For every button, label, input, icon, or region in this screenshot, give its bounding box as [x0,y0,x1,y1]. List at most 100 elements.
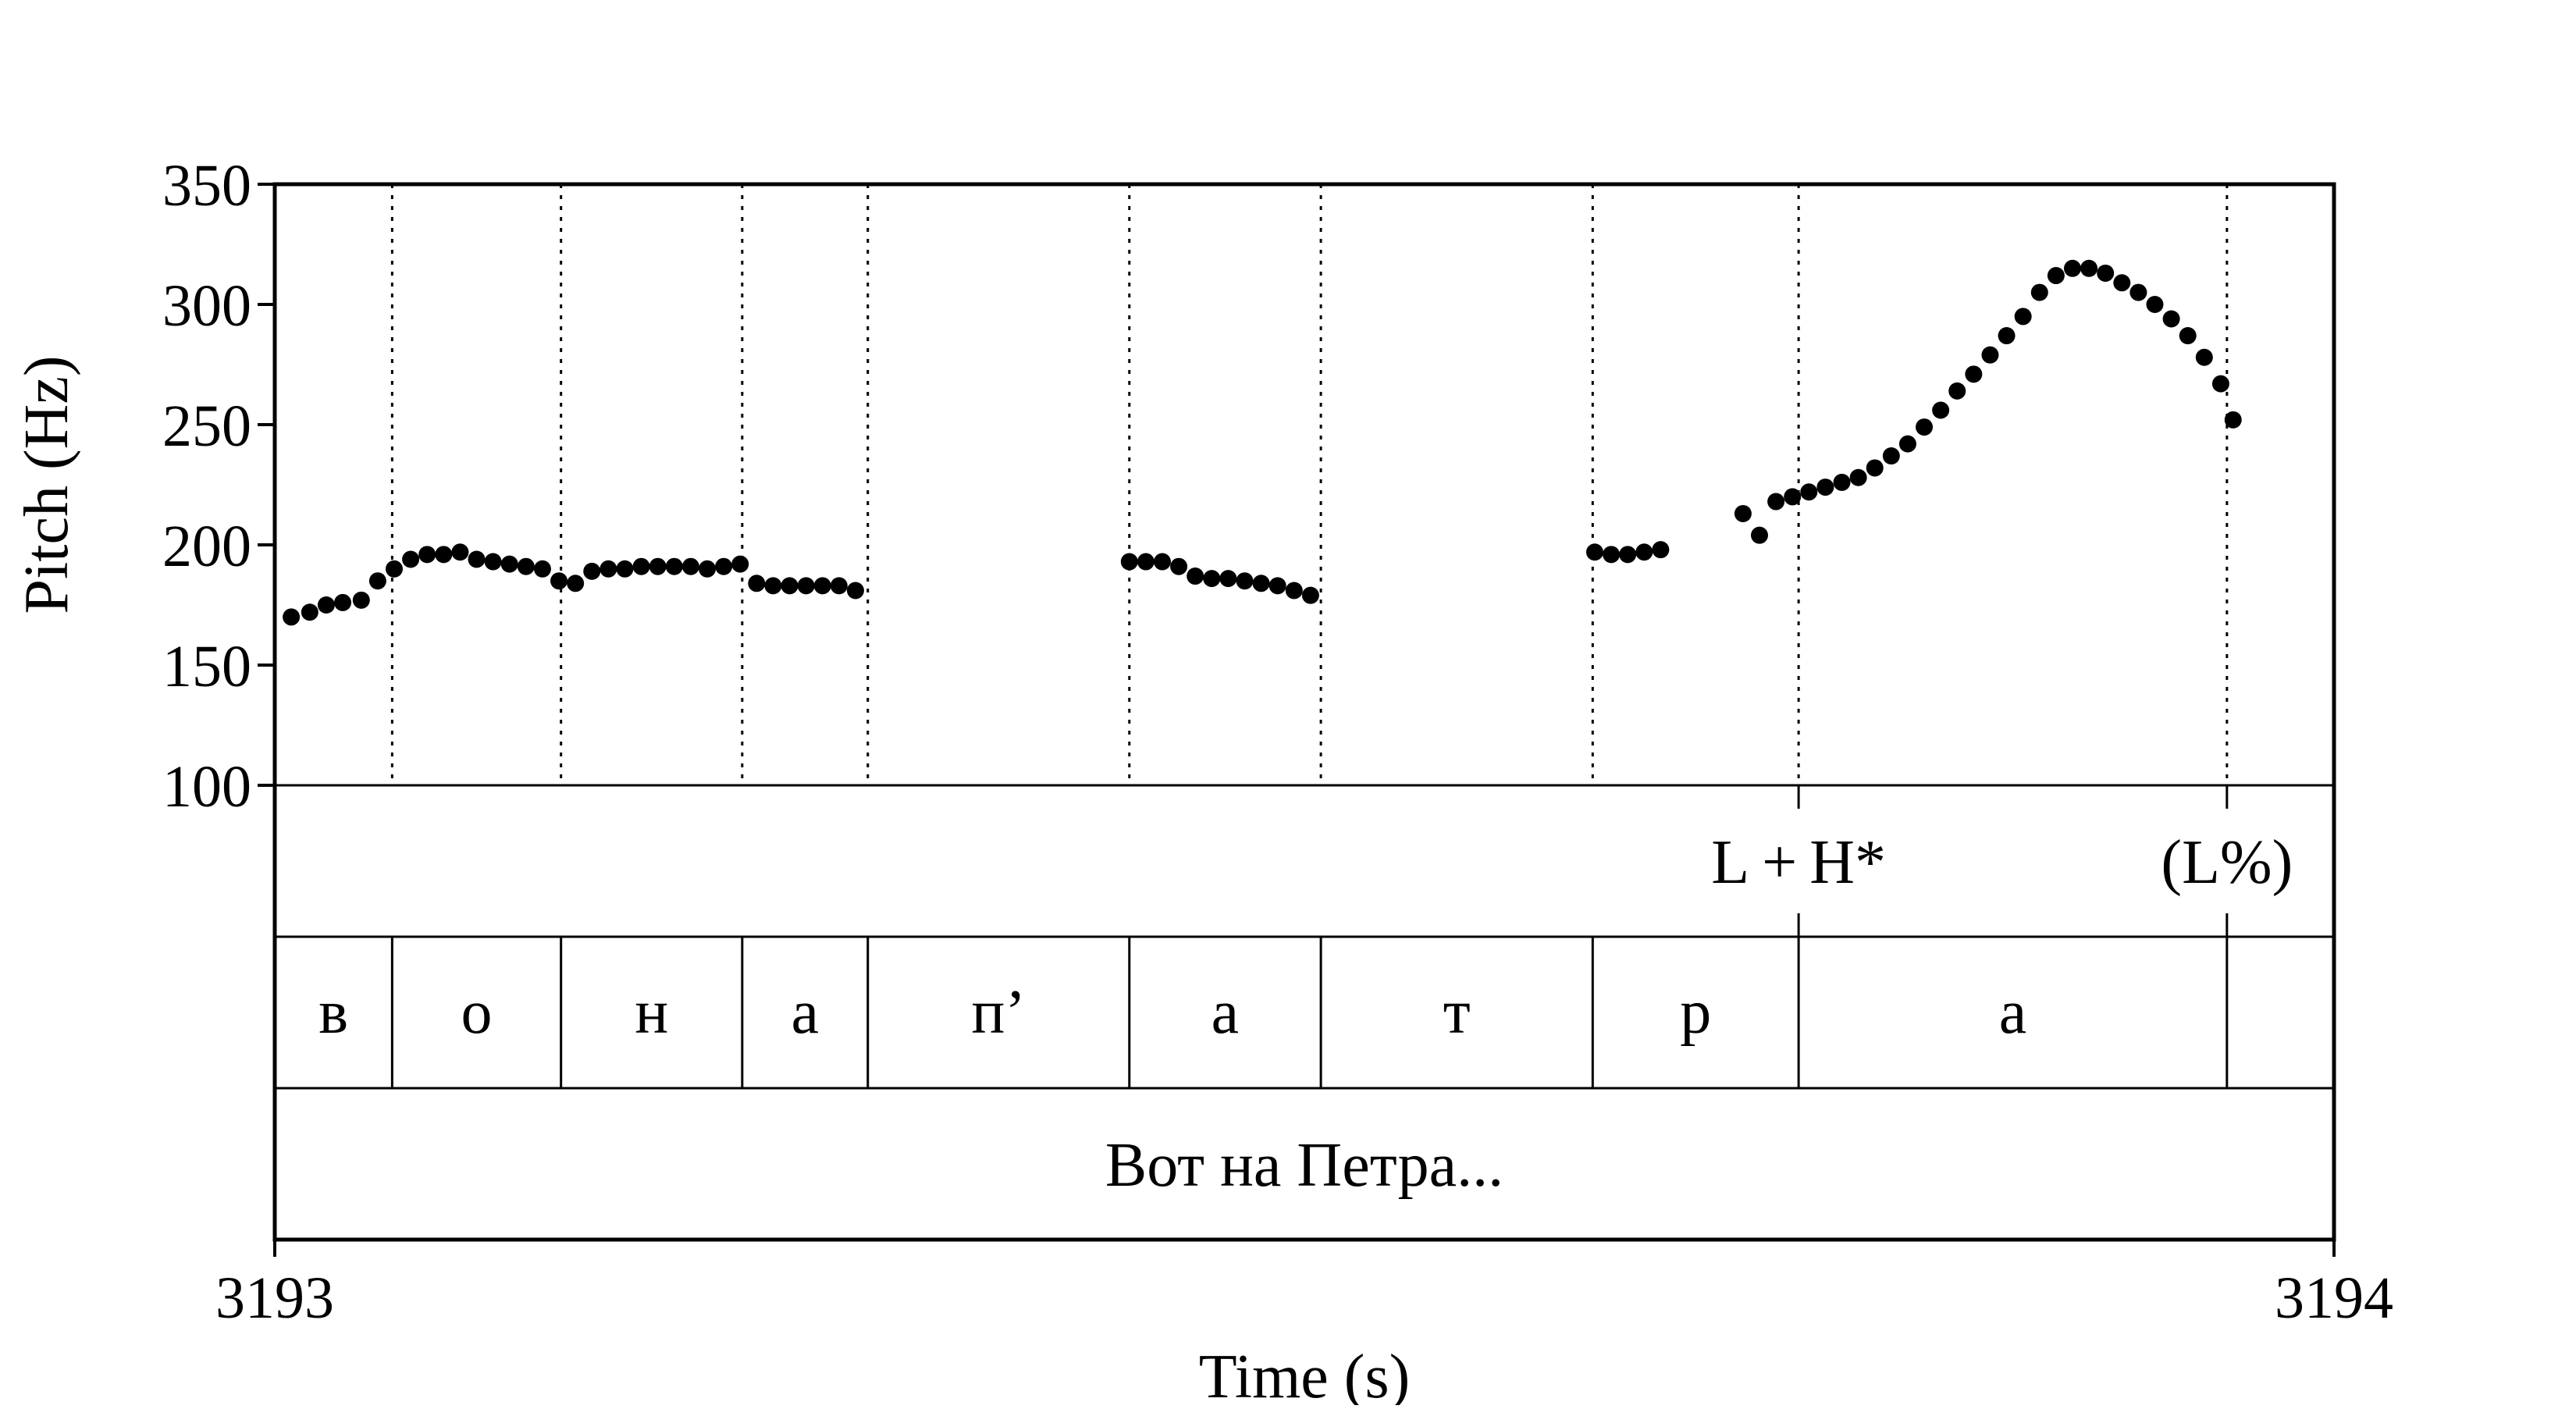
pitch-point [2014,308,2032,326]
pitch-point [748,575,766,592]
segment-label: п’ [972,978,1026,1047]
pitch-point [283,608,301,626]
y-axis-title: Pitch (Hz) [12,355,81,614]
word-label: Вот на Петра... [1105,1131,1503,1200]
pitch-point [764,577,782,595]
pitch-point [649,557,667,575]
pitch-point [435,546,453,564]
pitch-point [1603,546,1621,564]
segment-label: а [1212,978,1240,1047]
pitch-point [317,596,335,614]
pitch-point [468,550,486,568]
pitch-point [517,557,535,575]
pitch-point [2063,259,2081,277]
pitch-point [301,603,318,621]
segment-label: о [461,978,493,1047]
segment-label: т [1443,978,1471,1047]
pitch-point [567,575,585,592]
pitch-point [1981,346,1999,364]
segment-label: а [792,978,820,1047]
pitch-point [533,560,551,578]
pitch-point [1236,572,1254,590]
pitch-point [1833,473,1851,491]
pitch-point [583,562,601,580]
pitch-point [1652,541,1670,559]
y-tick-label: 300 [162,273,251,339]
axes: 100 150 200 250 300 350 3193 3194 Time (s) Pitch … [12,153,2393,1409]
pitch-point [1998,327,2016,345]
pitch-point [665,557,683,575]
tone-label: (L%) [2161,828,2293,897]
pitch-point [698,560,716,578]
x-tick-label: 3194 [2275,1265,2393,1331]
pitch-point [1203,570,1221,588]
pitch-point [334,593,352,611]
pitch-point [715,557,733,575]
pitch-point [2129,283,2147,301]
segment-label: н [635,978,668,1047]
y-tick-label: 350 [162,153,251,219]
pitch-point [1932,401,1950,419]
pitch-points [283,259,2242,626]
pitch-point [2146,296,2164,313]
pitch-point [1301,586,1319,604]
pitch-point [2047,267,2065,285]
pitch-point [368,572,386,590]
pitch-point [1882,447,1900,465]
pitch-point [2097,264,2115,282]
pitch-point [1585,543,1603,561]
pitch-point [1767,493,1785,511]
pitch-point [1916,418,1934,436]
pitch-point [1965,365,1983,383]
segment-label: р [1680,978,1711,1047]
y-tick-label: 250 [162,393,251,459]
pitch-point [1252,575,1270,592]
pitch-point [418,546,436,564]
pitch-point [1866,459,1884,477]
pitch-point [1750,526,1768,544]
pitch-point [1285,582,1303,600]
pitch-point [1137,553,1155,571]
pitch-point [1187,568,1204,585]
pitch-point [1268,577,1286,595]
pitch-point [632,557,650,575]
pitch-point [1734,504,1752,522]
pitch-point [1784,488,1802,506]
pitch-point [2179,327,2197,345]
segment-boundary-lines [390,184,2229,785]
pitch-point [1120,553,1138,571]
segment-label: в [318,978,348,1047]
plot-frame [272,182,2336,1242]
pitch-point [2030,283,2048,301]
pitch-point [1948,382,1966,400]
pitch-point [2211,375,2229,393]
pitch-point [1619,546,1637,564]
y-tick-label: 100 [162,754,251,820]
pitch-point [352,591,370,609]
pitch-point [1898,435,1916,453]
pitch-point [731,555,749,573]
pitch-point [2162,310,2180,328]
segment-label: а [1999,978,2027,1047]
pitch-point [1816,479,1834,496]
pitch-point [386,560,404,578]
pitch-point [451,543,469,561]
pitch-point [1219,570,1237,588]
x-tick-label: 3193 [215,1265,334,1331]
tone-label: L + H* [1711,828,1886,897]
pitch-point [797,577,815,595]
pitch-point [1170,557,1188,575]
pitch-point [2224,411,2242,429]
pitch-point [600,560,617,578]
pitch-point [402,550,420,568]
pitch-point [781,577,799,595]
pitch-point [484,553,502,571]
frame-border [272,182,2336,1242]
pitch-point [846,582,864,600]
annotation-tiers: L + H* (L%) в о н а п’ а т р а Вот на Петра... [275,784,2334,1200]
pitch-point [1849,468,1867,486]
pitch-point [1635,543,1653,561]
pitch-point [500,555,518,573]
